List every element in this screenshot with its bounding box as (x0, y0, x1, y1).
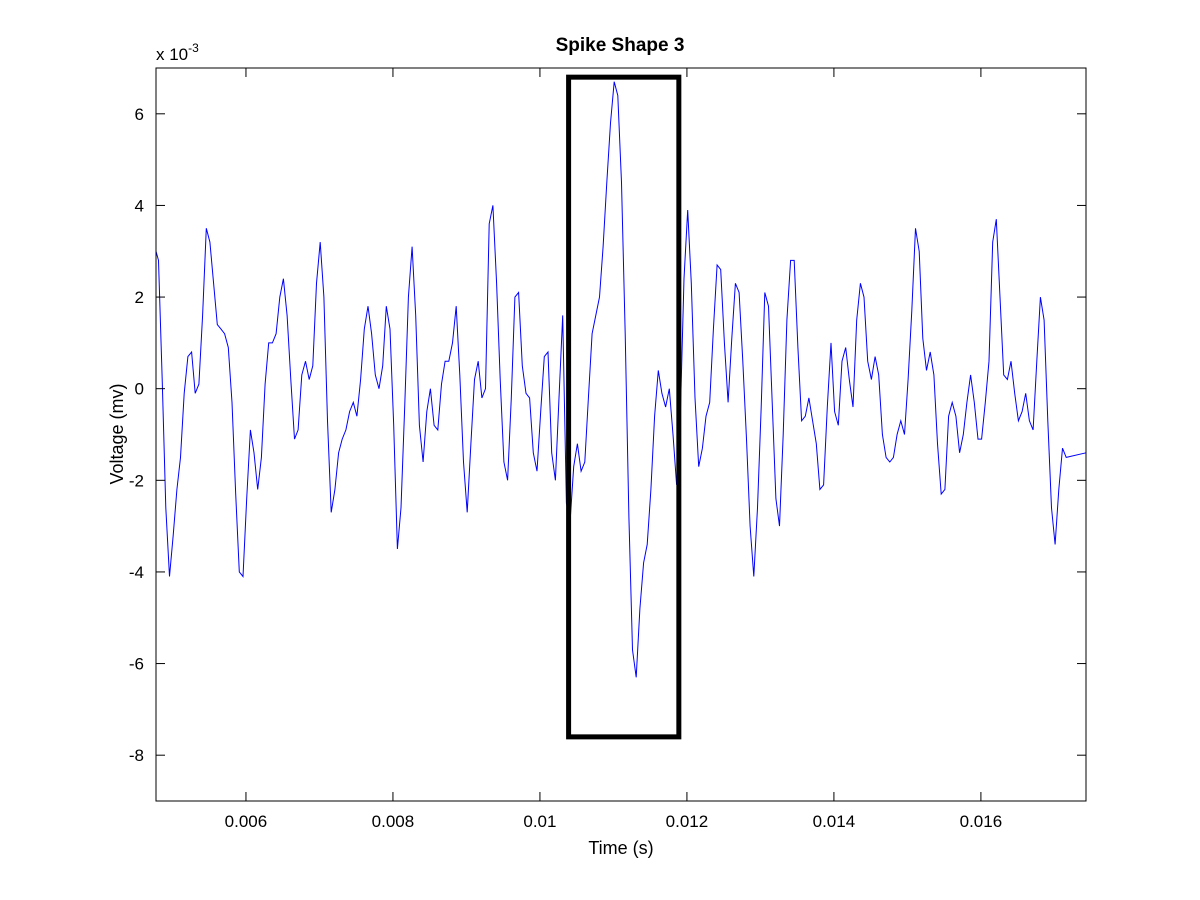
x-tick-label: 0.012 (666, 812, 709, 831)
y-tick-label: -6 (129, 655, 144, 674)
y-tick-label: -4 (129, 563, 144, 582)
waveform-line (155, 81, 1087, 678)
y-tick-label: -2 (129, 471, 144, 490)
axes-frame (155, 67, 1087, 802)
y-tick-label: -8 (129, 746, 144, 765)
x-axis: 0.006 0.008 0.01 0.012 0.014 0.016 (225, 68, 1002, 831)
x-tick-label: 0.008 (372, 812, 415, 831)
y-tick-label: 6 (135, 105, 144, 124)
x-tick-label: 0.016 (960, 812, 1003, 831)
x-tick-label: 0.01 (523, 812, 556, 831)
x-tick-label: 0.006 (225, 812, 268, 831)
chart-title: Spike Shape 3 (556, 35, 685, 56)
y-tick-label: 2 (135, 288, 144, 307)
spike-highlight-box (566, 74, 682, 740)
y-tick-label: 0 (135, 380, 144, 399)
y-tick-label: 4 (135, 196, 144, 215)
x-tick-label: 0.014 (813, 812, 856, 831)
x-axis-label: Time (s) (588, 838, 653, 858)
y-exponent-label: x 10-3 (156, 41, 199, 64)
y-axis: 6 4 2 0 -2 -4 -6 -8 (129, 105, 1086, 765)
y-axis-label: Voltage (mv) (107, 383, 127, 484)
axes-background (156, 68, 1086, 801)
plot-area (155, 67, 1087, 802)
